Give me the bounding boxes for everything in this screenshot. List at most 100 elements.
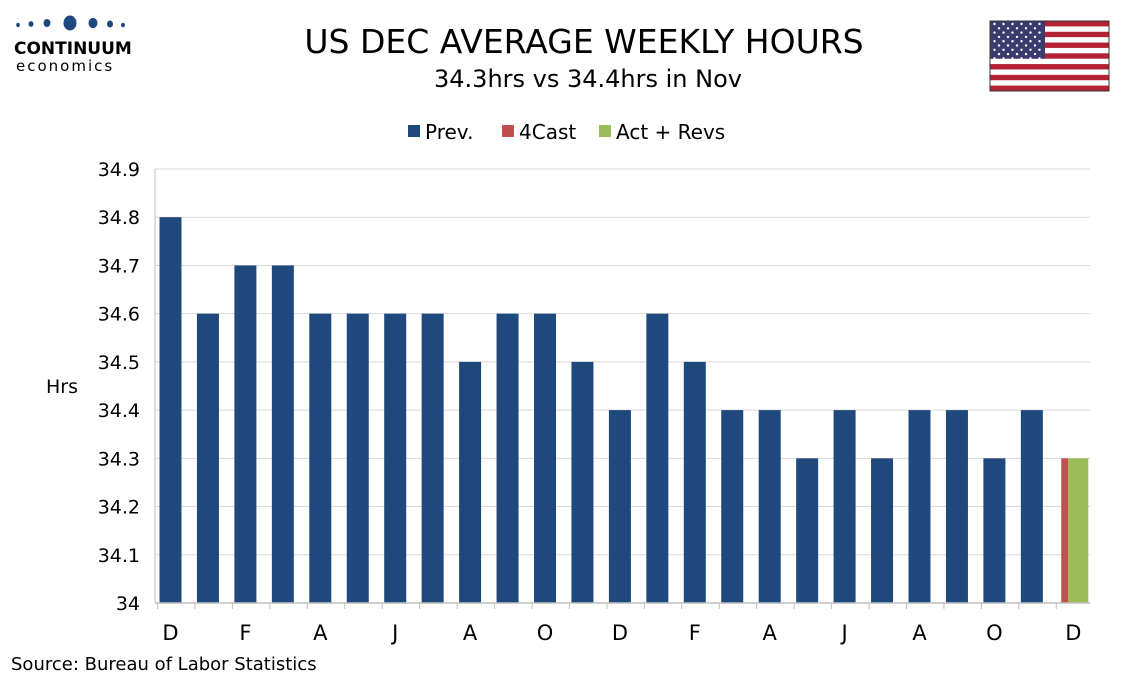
y-tick-label: 34.2 [98,497,140,519]
flag-star [1006,44,1010,47]
x-tick-label: D [162,621,178,645]
flag-star [997,52,1001,56]
flag-star [1011,57,1014,60]
y-tick-labels: 34 34.1 34.2 34.3 34.4 34.5 34.6 34.7 34.8 34.9 [98,159,140,615]
flag-stripe [990,80,1109,86]
flag-star [1002,22,1005,26]
legend-label: 4Cast [519,120,576,144]
flag-star [1038,57,1041,60]
logo-dot [16,22,20,28]
bar-prev [234,265,257,603]
bar-prev [496,313,519,603]
flag-star [993,31,996,34]
flag-star [1024,52,1028,56]
x-tick-label: D [1065,621,1081,645]
flag-stripe [990,31,1109,38]
x-tick-label: J [839,621,847,645]
flag-star [1002,48,1005,51]
flag-border [989,20,1110,92]
y-tick-label: 34.5 [98,352,140,374]
legend-swatch [502,125,514,137]
flag-star [1020,31,1023,34]
flag-star [1006,35,1010,39]
flag-star [1020,22,1023,26]
bar-prev [571,361,594,603]
bar-prev [309,313,332,603]
bar-prev [833,410,856,603]
flag-star [1033,44,1037,47]
bar-prev [384,313,407,603]
bar-prev [646,313,669,603]
flag-stripe [990,37,1109,43]
x-tick-label: J [390,621,398,645]
flag-star [1024,27,1028,30]
bar-prev [983,458,1006,603]
logo-dot [107,20,113,28]
bar-prev [721,410,744,603]
logo-dots-icon [16,15,125,31]
flag-star [1002,40,1005,43]
bar-prev [608,410,631,603]
flag-star [1015,44,1019,47]
flag-star [997,44,1001,47]
bar-prev [346,313,369,603]
x-tick-label: O [986,621,1003,645]
logo-dot [63,15,77,31]
bar-actual [1068,458,1089,603]
bar-prev [871,458,894,603]
legend-label: Prev. [425,120,473,144]
flag-star [993,40,996,43]
flag-star [997,35,1001,39]
bar-prev [421,313,444,603]
flag-star [1015,27,1019,30]
flag-star [1011,48,1014,51]
flag-star [993,57,996,60]
us-flag-icon [989,20,1110,92]
x-tick-label: O [537,621,554,645]
logo-dot [43,18,51,28]
flag-star [1011,40,1014,43]
y-tick-label: 34.9 [98,159,140,181]
y-tick-label: 34.1 [98,545,140,567]
flag-star [1038,48,1041,51]
legend-swatch [408,125,420,137]
flag-stripe [990,69,1109,76]
legend-label: Act + Revs [616,120,725,144]
flag-star [1033,52,1037,56]
x-tick-label: A [313,621,328,645]
flag-star [1029,57,1032,60]
flag-star [1002,57,1005,60]
y-axis-label: Hrs [46,376,78,398]
flag-stripe [990,64,1109,70]
flag-star [1024,35,1028,39]
x-tick-label: D [612,621,628,645]
flag-stripe [990,85,1109,92]
logo-dot [121,22,125,28]
axes [154,169,1090,609]
flag-stripe [990,53,1109,59]
flag-stripe [990,47,1109,54]
flag-star [1011,22,1014,26]
y-tick-label: 34.8 [98,207,140,229]
bar-forecast [1061,458,1069,603]
flag-star [1029,40,1032,43]
logo-dot [28,21,34,27]
flag-star [1024,44,1028,47]
chart-title: US DEC AVERAGE WEEKLY HOURS [304,22,863,61]
flag-star [1006,27,1010,30]
flag-star [993,48,996,51]
flag-star [1002,31,1005,34]
flag-star [1029,31,1032,34]
bar-prev [159,217,182,603]
flag-star [1029,22,1032,26]
y-tick-label: 34.4 [98,400,140,422]
flag-star [1033,35,1037,39]
flag-star [997,27,1001,30]
x-tick-label: A [763,621,778,645]
x-tick-label: A [463,621,478,645]
y-tick-label: 34 [116,593,140,615]
source-note: Source: Bureau of Labor Statistics [11,654,317,675]
legend: Prev. 4Cast Act + Revs [408,120,725,144]
x-tick-label: A [912,621,927,645]
